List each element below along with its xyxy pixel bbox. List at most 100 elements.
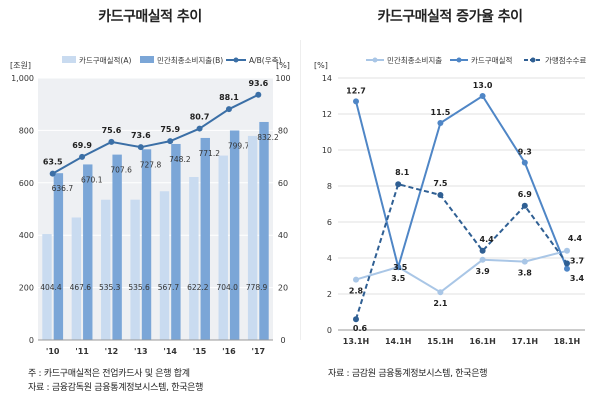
line-point-card-purchase xyxy=(437,120,444,126)
x-tick-label: '14 xyxy=(163,347,177,356)
bar-private-consumption xyxy=(200,137,210,340)
line-point-card-purchase xyxy=(395,264,402,270)
x-tick-label: 17.1H xyxy=(512,337,538,346)
y-tick: 4 xyxy=(327,254,332,263)
bar-card-purchase xyxy=(130,199,140,340)
data-label-ratio: 69.9 xyxy=(72,141,92,150)
line-point-private-consumption xyxy=(353,276,359,283)
x-tick-label: '15 xyxy=(193,347,207,356)
line-point-private-consumption xyxy=(521,258,528,265)
bar-private-consumption xyxy=(229,130,240,340)
data-label-private-consumption: 771.2 xyxy=(199,149,221,158)
y-tick-left: 200 xyxy=(19,284,34,293)
bar-card-purchase xyxy=(159,191,170,340)
bar-private-consumption xyxy=(141,149,152,340)
line-point-ratio xyxy=(49,170,56,177)
y-tick-left: 800 xyxy=(19,126,34,135)
line-point-ratio xyxy=(108,138,115,145)
growth-rate-line-chart: 0 2 4 6 8 10 12 14 [%] 13.1H 14.1H 15.1H 16.1H 17.1H 1… xyxy=(314,55,586,346)
line-point-card-purchase xyxy=(521,159,528,166)
line-point-merchant-fee xyxy=(437,192,444,198)
y-tick: 10 xyxy=(322,146,332,155)
data-label-card-purchase: 535.3 xyxy=(99,283,121,292)
x-tick-label: '17 xyxy=(252,347,266,356)
legend-marker-card-purchase xyxy=(456,57,462,63)
y-axis-title-left: [조원] xyxy=(10,61,31,70)
y-tick: 2 xyxy=(327,290,332,299)
line-point-ratio xyxy=(255,91,262,98)
x-tick-label: 15.1H xyxy=(427,337,453,346)
chart-source: 자료 : 금융감독원 금융통계정보시스템, 한국은행 xyxy=(28,383,204,393)
line-point-ratio xyxy=(137,144,144,151)
bar-private-consumption xyxy=(259,121,269,341)
line-point-merchant-fee xyxy=(479,247,486,254)
data-label-card-purchase: 404.4 xyxy=(40,283,62,292)
x-tick-label: 13.1H xyxy=(343,337,369,346)
data-label-card-purchase: 467.6 xyxy=(70,283,92,292)
legend-label: 민간최종소비지출(B) xyxy=(157,55,223,65)
data-label-merchant-fee: 7.5 xyxy=(433,179,448,188)
chart-source: 자료 : 금감원 금융통계정보시스템, 한국은행 xyxy=(328,369,488,379)
y-tick-left: 400 xyxy=(19,231,34,240)
series-line-private-consumption xyxy=(355,249,568,294)
bar-card-purchase xyxy=(101,199,111,340)
y-tick-left: 1,000 xyxy=(11,74,34,83)
bar-card-purchase xyxy=(71,217,82,340)
bar-private-consumption xyxy=(171,143,181,340)
line-point-private-consumption xyxy=(564,247,570,254)
data-label-private-consumption: 832.2 xyxy=(257,133,279,142)
line-point-ratio xyxy=(167,138,174,145)
line-point-merchant-fee xyxy=(353,316,359,323)
y-tick-right: 0 xyxy=(280,336,285,345)
x-tick-label: 18.1H xyxy=(554,337,580,346)
line-point-card-purchase xyxy=(353,98,359,105)
bar-private-consumption xyxy=(53,173,64,340)
data-label-private-consumption: 727.8 xyxy=(140,160,162,169)
legend-label: 카드구매실적(A) xyxy=(79,55,131,65)
y-tick-right: 60 xyxy=(278,179,288,188)
data-label-ratio: 75.9 xyxy=(160,125,180,134)
card-growth-rate-panel: 카드구매실적 증가율 추이 0 2 4 6 8 10 12 14 [%] 13.1H 14.1H 15… xyxy=(300,0,600,400)
bar-card-purchase xyxy=(42,234,52,340)
bar-card-purchase xyxy=(218,155,228,340)
y-tick: 6 xyxy=(327,218,332,227)
data-label-merchant-fee: 8.1 xyxy=(395,168,410,177)
data-label-private-consumption: 748.2 xyxy=(169,155,191,164)
y-tick: 0 xyxy=(327,326,332,335)
panel-divider xyxy=(300,40,301,340)
bar-private-consumption xyxy=(112,154,122,340)
data-label-card-purchase: 778.9 xyxy=(246,283,268,292)
chart-note: 주 : 카드구매실적은 전업카드사 및 은행 합계 xyxy=(28,369,190,379)
line-point-card-purchase xyxy=(479,93,486,99)
series-line-ratio xyxy=(52,93,259,175)
y-tick-right: 20 xyxy=(278,284,288,293)
x-tick-label: '12 xyxy=(105,347,119,356)
y-tick-right: 80 xyxy=(278,126,288,135)
legend-label: 가맹점수수료 xyxy=(545,55,586,65)
data-label-ratio: 88.1 xyxy=(219,93,239,102)
line-point-card-purchase xyxy=(564,265,570,272)
line-point-merchant-fee xyxy=(564,260,570,267)
data-label-merchant-fee: 3.7 xyxy=(570,256,584,265)
bar-card-purchase xyxy=(247,135,258,340)
y-axis-title: [%] xyxy=(314,61,328,70)
x-tick-label: '11 xyxy=(75,347,89,356)
y-tick-right: 100 xyxy=(275,74,290,83)
series-line-card-purchase xyxy=(355,94,568,271)
legend-label: A/B(우축) xyxy=(249,56,282,65)
x-tick-label: '13 xyxy=(134,347,148,356)
bar-private-consumption xyxy=(83,164,93,340)
line-point-merchant-fee xyxy=(395,181,402,188)
data-label-private-consumption: 3.8 xyxy=(518,269,533,278)
legend-marker-ratio xyxy=(233,57,239,63)
legend-marker-private-consumption xyxy=(372,57,378,63)
data-label-private-consumption: 2.8 xyxy=(349,287,364,296)
data-label-card-purchase: 3.5 xyxy=(393,263,408,272)
data-label-card-purchase: 12.7 xyxy=(346,86,366,95)
data-label-card-purchase: 622.2 xyxy=(187,283,209,292)
chart-title: 카드구매실적 추이 xyxy=(98,9,202,25)
legend-marker-merchant-fee xyxy=(530,57,536,63)
data-label-ratio: 75.6 xyxy=(102,126,122,135)
data-label-private-consumption: 799.7 xyxy=(228,141,250,150)
data-label-card-purchase: 13.0 xyxy=(473,81,493,90)
